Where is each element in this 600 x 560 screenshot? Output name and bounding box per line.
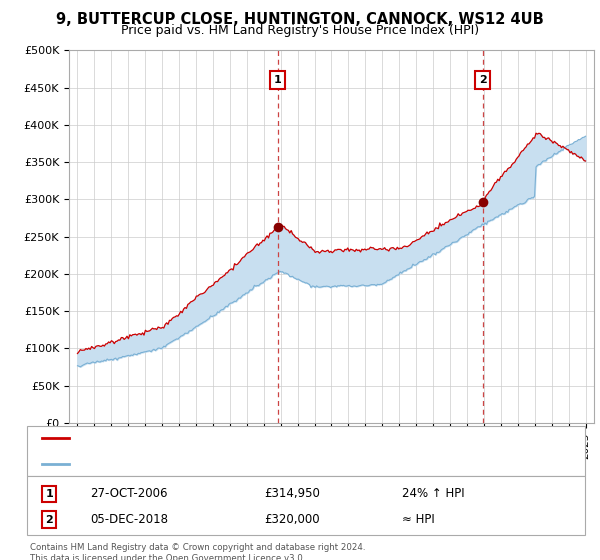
Text: Price paid vs. HM Land Registry's House Price Index (HPI): Price paid vs. HM Land Registry's House … — [121, 24, 479, 37]
Text: 9, BUTTERCUP CLOSE, HUNTINGTON, CANNOCK, WS12 4UB: 9, BUTTERCUP CLOSE, HUNTINGTON, CANNOCK,… — [56, 12, 544, 27]
Text: 2: 2 — [46, 515, 53, 525]
Text: HPI: Average price, detached house, South Staffordshire: HPI: Average price, detached house, Sout… — [75, 459, 369, 469]
Text: £314,950: £314,950 — [264, 487, 320, 501]
Text: Contains HM Land Registry data © Crown copyright and database right 2024.
This d: Contains HM Land Registry data © Crown c… — [30, 543, 365, 560]
Text: 1: 1 — [46, 489, 53, 499]
Text: 9, BUTTERCUP CLOSE, HUNTINGTON, CANNOCK, WS12 4UB (detached house): 9, BUTTERCUP CLOSE, HUNTINGTON, CANNOCK,… — [75, 433, 479, 443]
Text: 27-OCT-2006: 27-OCT-2006 — [90, 487, 167, 501]
Text: 05-DEC-2018: 05-DEC-2018 — [90, 513, 168, 526]
Text: 1: 1 — [274, 75, 281, 85]
Text: 2: 2 — [479, 75, 487, 85]
Text: £320,000: £320,000 — [264, 513, 320, 526]
Text: ≈ HPI: ≈ HPI — [402, 513, 435, 526]
Text: 24% ↑ HPI: 24% ↑ HPI — [402, 487, 464, 501]
